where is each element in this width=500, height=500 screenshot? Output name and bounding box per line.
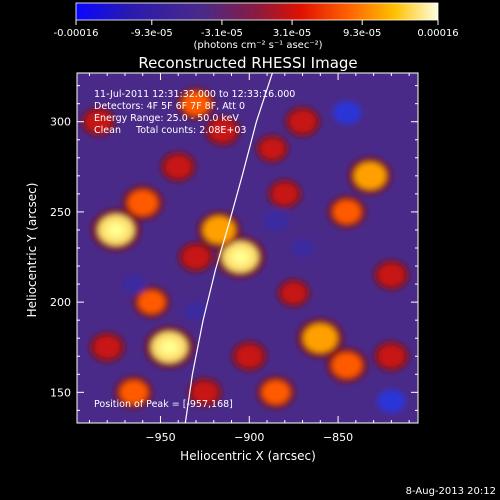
- colorbar-tick-label: 9.3e-05: [343, 28, 381, 39]
- heatmap-blob: [119, 380, 148, 405]
- colorbar: -0.00016 -9.3e-05 -3.1e-05 3.1e-05 9.3e-05 0.…: [54, 2, 459, 51]
- colorbar-ticks: [75, 20, 439, 25]
- colorbar-tick-label: 0.00016: [417, 28, 458, 39]
- chart-title: Reconstructed RHESSI Image: [138, 54, 357, 72]
- heatmap-core: [107, 222, 126, 238]
- colorbar-units: (photons cm⁻² s⁻¹ asec⁻²): [193, 40, 322, 51]
- heatmap-blob: [165, 155, 192, 178]
- colorbar-tick-label: -9.3e-05: [131, 28, 173, 39]
- heatmap-blob-negative: [291, 238, 315, 258]
- x-axis-ticks: −950 −900 −850: [88, 73, 410, 444]
- colorbar-tick-label: 3.1e-05: [273, 28, 311, 39]
- heatmap-blob: [209, 119, 236, 142]
- peak-position-label: Position of Peak = [-957,168]: [94, 399, 233, 410]
- heatmap-core: [231, 249, 250, 265]
- x-tick-label: −850: [323, 431, 353, 444]
- heatmap-blob: [378, 345, 405, 368]
- colorbar-tick-label: -3.1e-05: [201, 28, 243, 39]
- x-tick-label: −950: [145, 431, 175, 444]
- heatmap-blob-negative: [262, 210, 290, 232]
- info-line-clean: Clean Total counts: 2.08E+03: [94, 125, 246, 136]
- y-tick-label: 200: [50, 296, 71, 309]
- heatmap-blob: [236, 345, 263, 368]
- heatmap-blob: [138, 290, 166, 314]
- x-axis-label: Heliocentric X (arcsec): [180, 449, 316, 463]
- heatmap-blob: [181, 91, 210, 116]
- heatmap-blob-negative: [184, 301, 208, 321]
- heatmap-blob: [261, 380, 290, 405]
- heatmap-blob: [378, 264, 405, 287]
- y-tick-label: 300: [50, 116, 71, 129]
- info-line-detectors: Detectors: 4F 5F 6F 7F 8F, Att 0: [94, 101, 245, 112]
- plot-area: −950 −900 −850 150 200 250 300: [50, 72, 419, 444]
- colorbar-gradient: [75, 2, 439, 21]
- heatmap-blob-negative: [122, 274, 146, 294]
- solar-limb-curve: [184, 73, 273, 423]
- y-tick-label: 250: [50, 206, 71, 219]
- heatmap-blob: [332, 200, 361, 224]
- heatmap-blob: [303, 323, 338, 353]
- info-line-energy: Energy Range: 25.0 - 50.0 keV: [94, 113, 239, 124]
- info-block: 11-Jul-2011 12:31:32.000 to 12:33:16.000…: [94, 89, 295, 410]
- x-tick-label: −900: [234, 431, 264, 444]
- heatmap-blob: [85, 111, 111, 133]
- heatmap-blob: [331, 352, 362, 379]
- colorbar-tick-label: -0.00016: [54, 28, 99, 39]
- y-axis-label: Heliocentric Y (arcsec): [25, 183, 39, 318]
- y-axis-ticks: 150 200 250 300: [50, 85, 418, 411]
- heatmap-blob: [289, 110, 316, 133]
- heatmap-blob: [281, 282, 306, 304]
- heatmap-layer: [81, 87, 409, 414]
- heatmap-blob: [260, 138, 285, 159]
- y-tick-label: 150: [50, 386, 71, 399]
- info-line-time: 11-Jul-2011 12:31:32.000 to 12:33:16.000: [94, 89, 295, 100]
- heatmap-blob: [192, 381, 218, 403]
- colorbar-tick-labels: -0.00016 -9.3e-05 -3.1e-05 3.1e-05 9.3e-05 0.…: [54, 28, 459, 39]
- heatmap-blob: [354, 162, 387, 190]
- heatmap-blob: [272, 183, 298, 205]
- heatmap-blob: [127, 190, 158, 216]
- heatmap-blob-negative: [377, 389, 406, 414]
- heatmap-blob-negative: [332, 100, 362, 125]
- heatmap-blob: [182, 245, 209, 269]
- heatmap-blob: [203, 216, 236, 244]
- heatmap-blob: [94, 336, 121, 359]
- heatmap-core: [160, 340, 179, 355]
- date-stamp: 8-Aug-2013 20:12: [406, 486, 496, 497]
